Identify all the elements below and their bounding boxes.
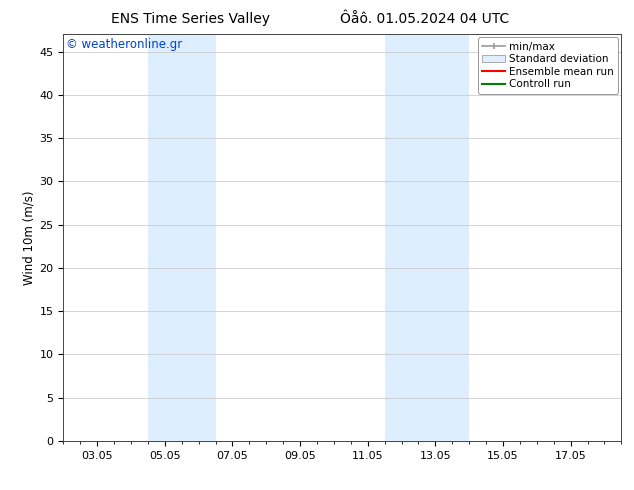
Text: © weatheronline.gr: © weatheronline.gr: [66, 38, 183, 51]
Text: ENS Time Series Valley: ENS Time Series Valley: [111, 12, 269, 26]
Bar: [385, 34, 469, 441]
Y-axis label: Wind 10m (m/s): Wind 10m (m/s): [22, 191, 36, 285]
Bar: [148, 34, 216, 441]
Legend: min/max, Standard deviation, Ensemble mean run, Controll run: min/max, Standard deviation, Ensemble me…: [478, 37, 618, 94]
Text: Ôåô. 01.05.2024 04 UTC: Ôåô. 01.05.2024 04 UTC: [340, 12, 509, 26]
